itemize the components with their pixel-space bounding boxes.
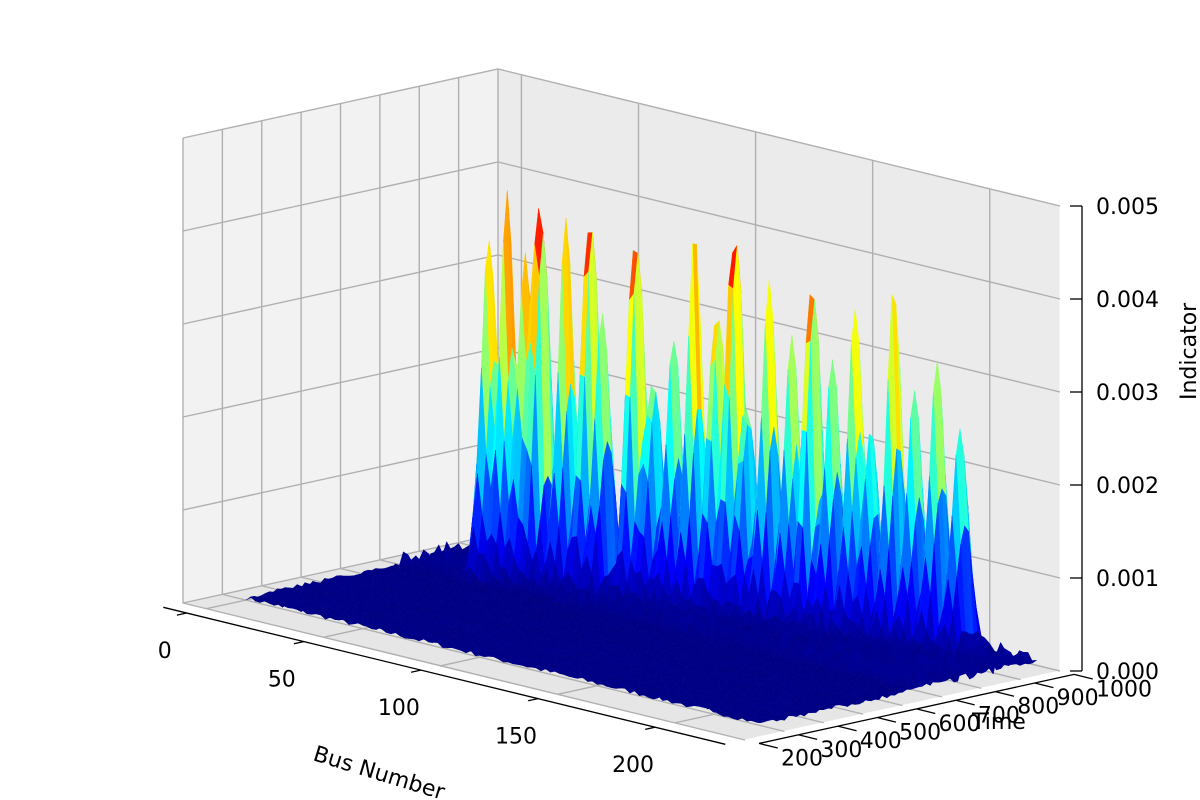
gridline-z — [182, 254, 1061, 393]
surface-plot — [245, 190, 1038, 723]
gridline-z — [182, 161, 1061, 300]
gridline-z — [182, 68, 1061, 207]
